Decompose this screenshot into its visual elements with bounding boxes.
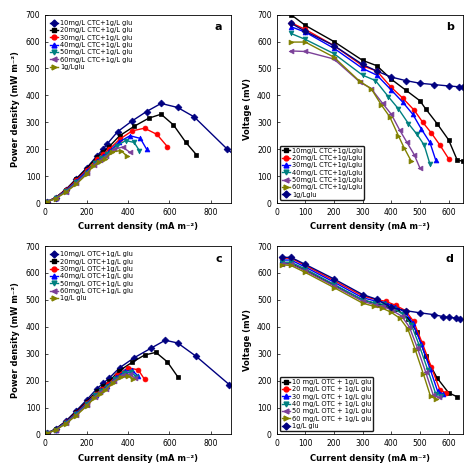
Y-axis label: Voltage (mV): Voltage (mV) [243, 309, 252, 371]
Y-axis label: Power density (mW m⁻²): Power density (mW m⁻²) [11, 283, 20, 398]
Text: c: c [216, 254, 222, 264]
Legend: 10mg/L OTC+1g/L glu, 20mg/L OTC+1g/L glu, 30mg/L OTC+1g/L glu, 40mg/L OTC+1g/L g: 10mg/L OTC+1g/L glu, 20mg/L OTC+1g/L glu… [48, 249, 136, 303]
X-axis label: Current density (mA m⁻²): Current density (mA m⁻²) [310, 454, 430, 463]
Text: a: a [215, 22, 222, 32]
Text: b: b [446, 22, 454, 32]
Legend: 10mg/L CTC+1g/Lglu, 20mg/L CTC+1g/Lglu, 30mg/L CTC+1g/Lglu, 40mg/L CTC+1g/Lglu, : 10mg/L CTC+1g/Lglu, 20mg/L CTC+1g/Lglu, … [280, 146, 364, 200]
Text: d: d [446, 254, 454, 264]
Legend: 10mg/L CTC+1g/L glu, 20mg/L CTC+1g/L glu, 30mg/L CTC+1g/L glu, 40mg/L CTC+1g/L g: 10mg/L CTC+1g/L glu, 20mg/L CTC+1g/L glu… [48, 18, 135, 72]
X-axis label: Current density (mA m⁻²): Current density (mA m⁻²) [78, 222, 198, 231]
X-axis label: Current density (mA m⁻²): Current density (mA m⁻²) [78, 454, 198, 463]
Legend: 10 mg/L OTC + 1g/L glu, 20 mg/L OTC + 1g/L glu, 30 mg/L OTC + 1g/L glu, 40 mg/L : 10 mg/L OTC + 1g/L glu, 20 mg/L OTC + 1g… [280, 377, 374, 431]
Y-axis label: Voltage (mV): Voltage (mV) [243, 78, 252, 140]
Y-axis label: Power density (mW m⁻²): Power density (mW m⁻²) [11, 51, 20, 167]
X-axis label: Current density (mA m⁻²): Current density (mA m⁻²) [310, 222, 430, 231]
